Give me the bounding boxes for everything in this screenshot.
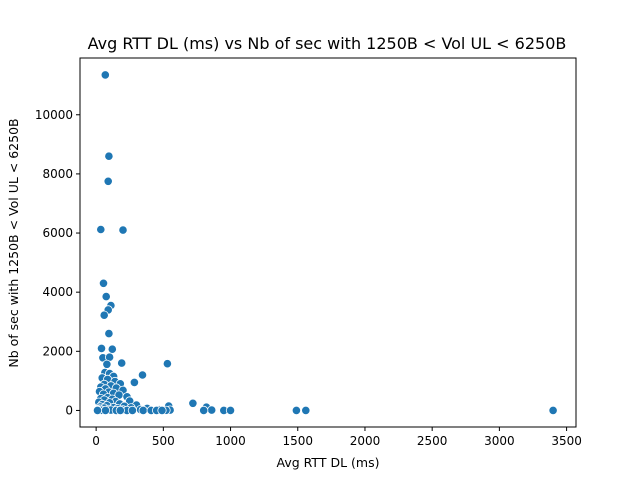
y-tick-label: 10000 [35, 108, 73, 122]
y-axis-label: Nb of sec with 1250B < Vol UL < 6250B [6, 118, 21, 367]
x-tick-label: 0 [92, 434, 100, 448]
x-axis-label: Avg RTT DL (ms) [277, 455, 380, 470]
data-point [96, 343, 107, 353]
data-point [188, 398, 198, 408]
data-point [100, 405, 111, 415]
data-point [103, 176, 113, 186]
y-tick-label: 6000 [42, 226, 73, 240]
x-tick-label: 1500 [282, 434, 313, 448]
data-point [117, 358, 127, 368]
data-point [115, 405, 125, 415]
data-point [92, 405, 103, 415]
data-point [100, 70, 110, 80]
x-tick-label: 2500 [417, 434, 448, 448]
data-point [127, 405, 137, 415]
data-point [162, 359, 172, 369]
data-point [207, 405, 217, 415]
y-tick-label: 2000 [42, 344, 73, 358]
x-tick-label: 3500 [551, 434, 582, 448]
chart-title: Avg RTT DL (ms) vs Nb of sec with 1250B … [88, 34, 567, 53]
data-point [96, 224, 106, 235]
data-point [101, 291, 111, 302]
data-point [99, 310, 109, 320]
data-point [225, 405, 236, 415]
plot-frame [79, 57, 577, 428]
x-tick-label: 3000 [484, 434, 515, 448]
data-point [548, 405, 558, 415]
data-point [107, 344, 117, 354]
x-tick-label: 500 [152, 434, 175, 448]
data-point [118, 225, 128, 235]
data-point [138, 405, 148, 415]
data-points [92, 70, 558, 415]
data-point [199, 405, 209, 415]
x-axis-ticks: 0 500 1000 1500 2000 2500 3000 3500 [92, 427, 582, 448]
data-point [291, 405, 301, 415]
data-point [129, 377, 139, 387]
y-tick-label: 8000 [42, 167, 73, 181]
y-axis-ticks: 0 2000 4000 6000 8000 10000 [35, 108, 80, 417]
x-tick-label: 1000 [215, 434, 246, 448]
data-point [157, 405, 167, 415]
y-tick-label: 4000 [42, 285, 73, 299]
data-point [137, 370, 148, 380]
data-point [301, 405, 311, 415]
data-point [104, 328, 114, 339]
data-point [104, 151, 114, 161]
y-tick-label: 0 [65, 403, 73, 417]
data-point [102, 359, 112, 369]
data-point [98, 278, 109, 288]
x-tick-label: 2000 [350, 434, 381, 448]
